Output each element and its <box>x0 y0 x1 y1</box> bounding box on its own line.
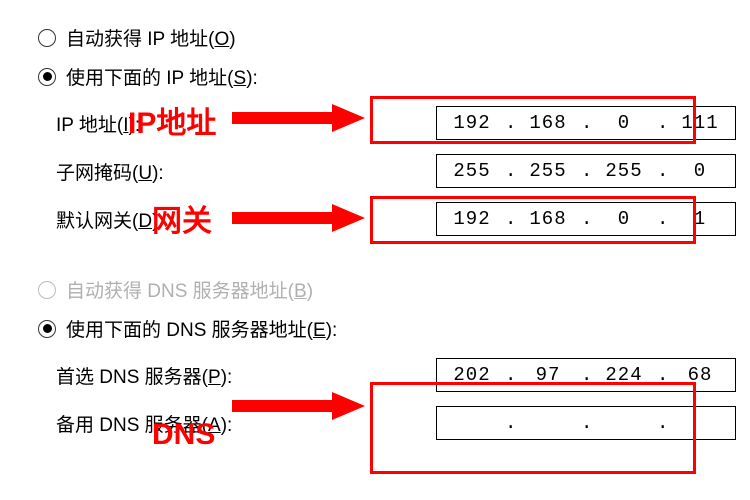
radio-auto-ip[interactable]: 自动获得 IP 地址(O) <box>38 24 730 51</box>
row-subnet-mask: 子网掩码(U): 255. 255. 255. 0 <box>56 150 730 192</box>
radio-icon <box>38 29 56 47</box>
radio-auto-dns: 自动获得 DNS 服务器地址(B) <box>38 276 730 303</box>
subnet-mask-label: 子网掩码(U): <box>56 158 236 185</box>
radio-auto-ip-label: 自动获得 IP 地址(O) <box>66 24 236 51</box>
radio-manual-ip-label: 使用下面的 IP 地址(S): <box>66 63 258 90</box>
radio-auto-dns-label: 自动获得 DNS 服务器地址(B) <box>66 276 313 303</box>
gateway-input[interactable]: 192. 168. 0. 1 <box>436 202 736 236</box>
alternate-dns-input[interactable]: . . . <box>436 406 736 440</box>
gateway-label: 默认网关(D): <box>56 206 236 233</box>
radio-manual-dns[interactable]: 使用下面的 DNS 服务器地址(E): <box>38 315 730 342</box>
preferred-dns-label: 首选 DNS 服务器(P): <box>56 362 236 389</box>
preferred-dns-input[interactable]: 202. 97. 224. 68 <box>436 358 736 392</box>
ip-address-input[interactable]: 192. 168. 0. 111 <box>436 106 736 140</box>
radio-manual-dns-label: 使用下面的 DNS 服务器地址(E): <box>66 315 337 342</box>
subnet-mask-input[interactable]: 255. 255. 255. 0 <box>436 154 736 188</box>
row-alternate-dns: 备用 DNS 服务器(A): . . . <box>56 402 730 444</box>
ip-address-label: IP 地址(I): <box>56 110 236 137</box>
row-preferred-dns: 首选 DNS 服务器(P): 202. 97. 224. 68 <box>56 354 730 396</box>
radio-manual-ip[interactable]: 使用下面的 IP 地址(S): <box>38 63 730 90</box>
row-ip-address: IP 地址(I): 192. 168. 0. 111 <box>56 102 730 144</box>
alternate-dns-label: 备用 DNS 服务器(A): <box>56 410 236 437</box>
radio-icon-selected <box>38 68 56 86</box>
radio-icon-selected <box>38 320 56 338</box>
row-gateway: 默认网关(D): 192. 168. 0. 1 <box>56 198 730 240</box>
radio-icon-disabled <box>38 281 56 299</box>
